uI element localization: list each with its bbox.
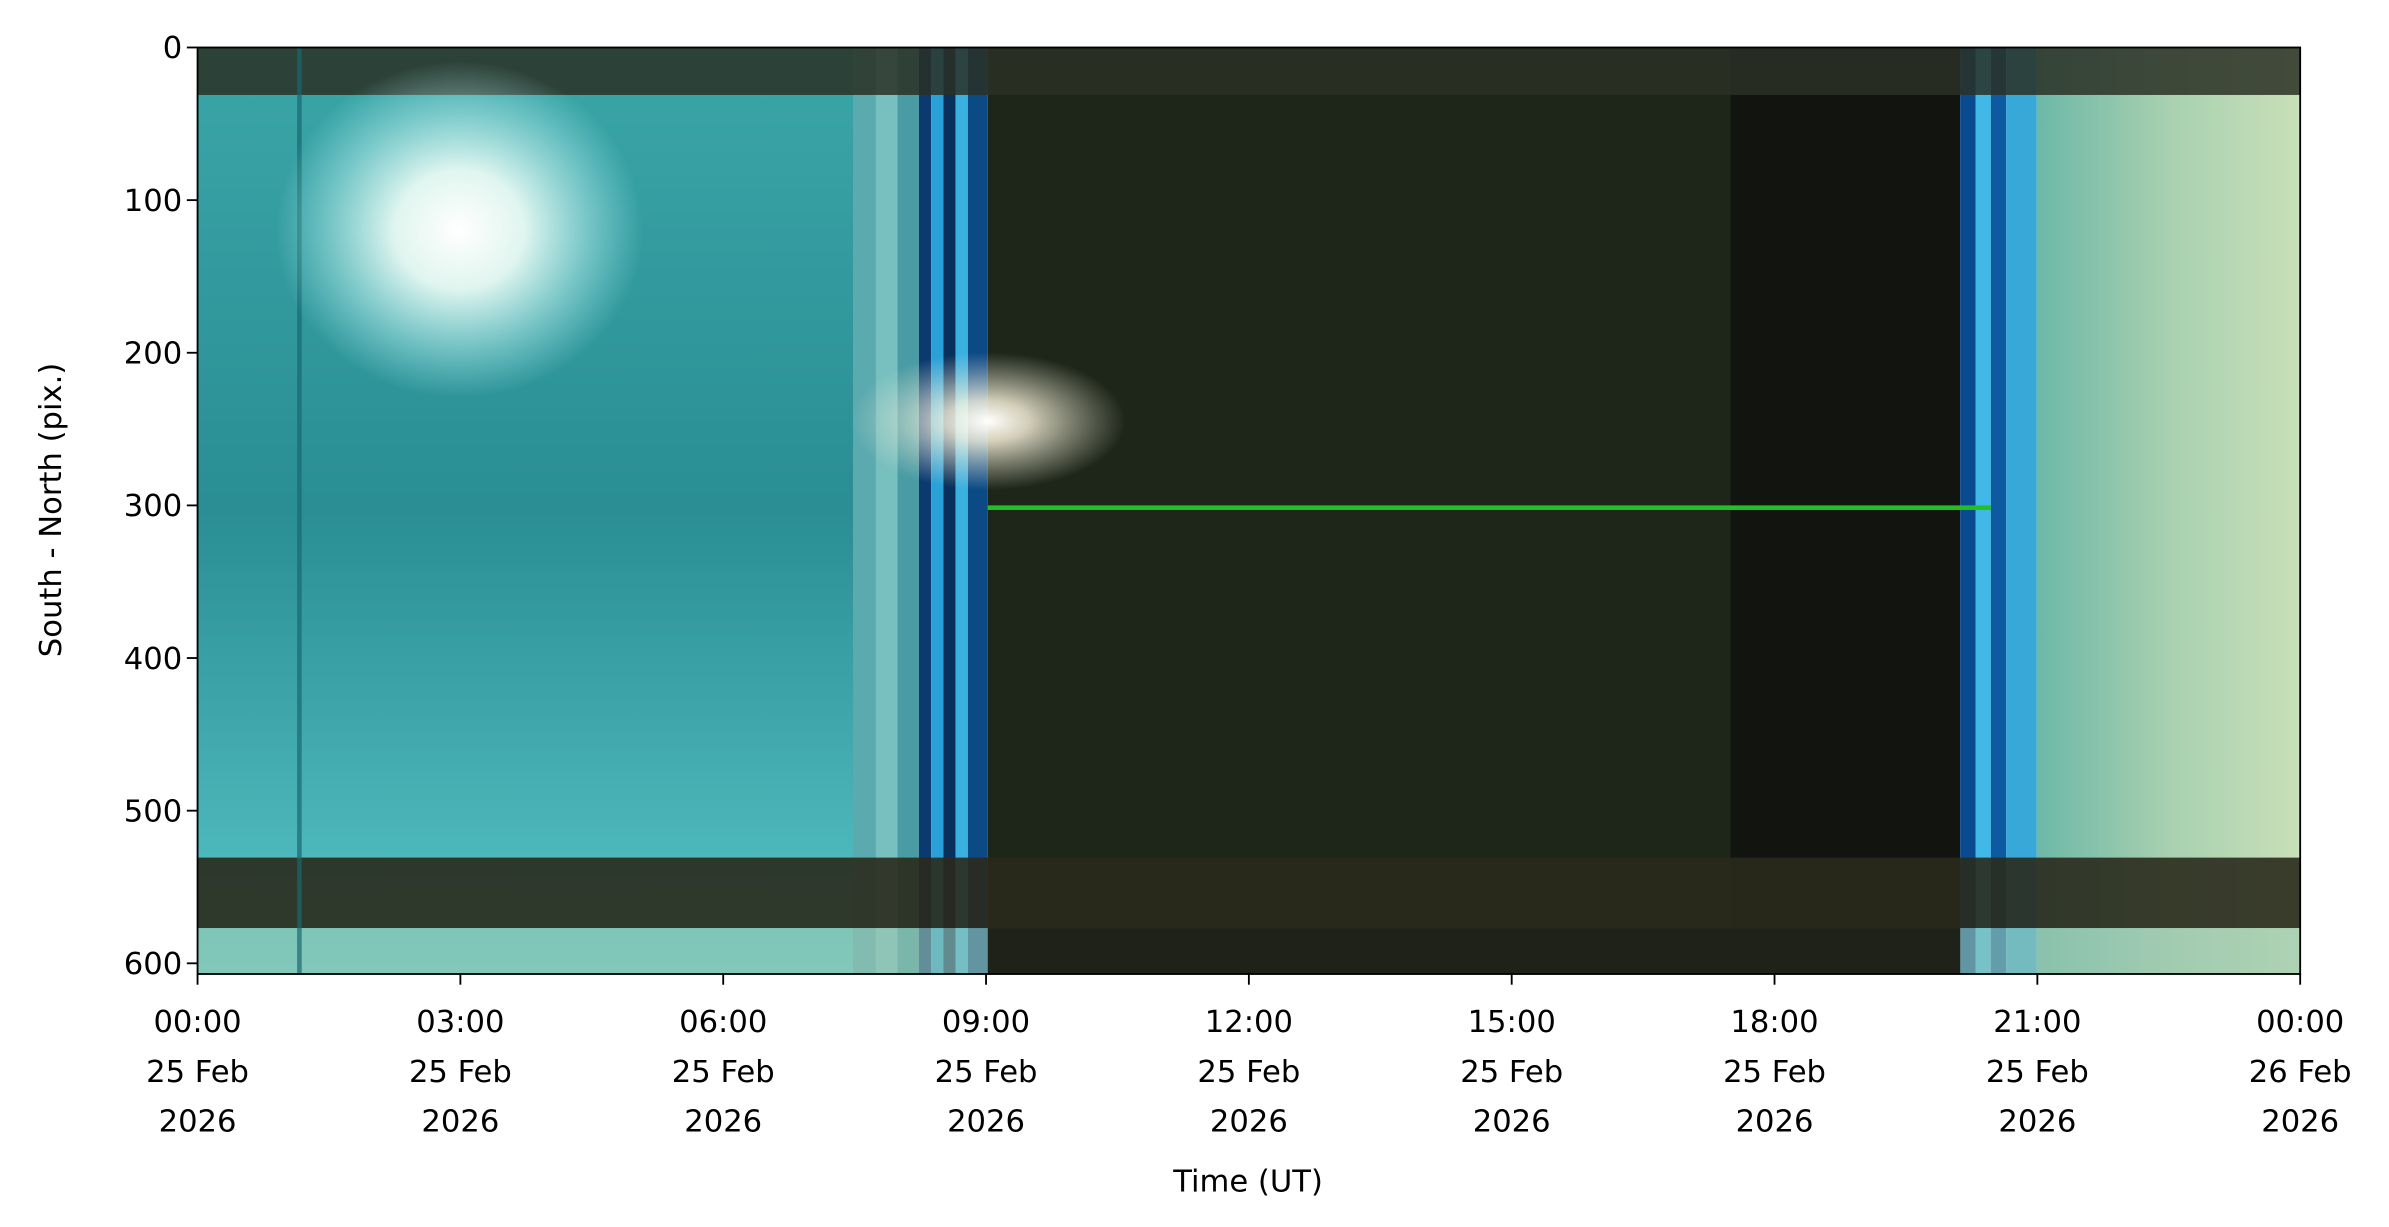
- x-tick-label-line: 2026: [1736, 1105, 1814, 1140]
- x-tick-label: 03:00 25 Feb 2026: [409, 1005, 512, 1140]
- y-tick-label: 300: [124, 489, 182, 524]
- y-tick-label: 200: [124, 336, 182, 371]
- x-tick-label-line: 09:00: [942, 1005, 1030, 1040]
- x-tick-label: 00:00 26 Feb 2026: [2249, 1005, 2352, 1140]
- x-tick-label-line: 00:00: [2256, 1005, 2344, 1040]
- y-tick-label: 600: [124, 947, 182, 982]
- x-tick-label-line: 12:00: [1205, 1005, 1293, 1040]
- x-tick-label-line: 2026: [1473, 1105, 1551, 1140]
- x-tick-label-line: 25 Feb: [1986, 1055, 2089, 1090]
- x-tick-label-line: 2026: [2261, 1105, 2339, 1140]
- x-tick-label-line: 2026: [1210, 1105, 1288, 1140]
- x-tick-label-line: 2026: [947, 1105, 1025, 1140]
- x-tick-label: 09:00 25 Feb 2026: [935, 1005, 1038, 1140]
- x-tick-label-line: 2026: [684, 1105, 762, 1140]
- x-tick-label-line: 18:00: [1730, 1005, 1818, 1040]
- x-tick-label-line: 2026: [421, 1105, 499, 1140]
- keogram-image: [197, 47, 2301, 974]
- x-tick-label-line: 21:00: [1993, 1005, 2081, 1040]
- x-tick-label: 21:00 25 Feb 2026: [1986, 1005, 2089, 1140]
- x-tick-label-line: 25 Feb: [1460, 1055, 1563, 1090]
- x-tick-label-line: 2026: [1998, 1105, 2076, 1140]
- x-tick-label: 12:00 25 Feb 2026: [1197, 1005, 1300, 1140]
- y-axis-label: South - North (pix.): [34, 363, 69, 657]
- y-tick-label: 400: [124, 642, 182, 677]
- x-tick-label-line: 25 Feb: [672, 1055, 775, 1090]
- x-tick-label-line: 15:00: [1468, 1005, 1556, 1040]
- x-axis-label: Time (UT): [1172, 1164, 1323, 1199]
- x-tick-label: 18:00 25 Feb 2026: [1723, 1005, 1826, 1140]
- x-tick-label: 00:00 25 Feb 2026: [146, 1005, 249, 1140]
- x-tick-label-line: 25 Feb: [1197, 1055, 1300, 1090]
- x-tick-label-line: 25 Feb: [409, 1055, 512, 1090]
- y-tick-label: 500: [124, 794, 182, 829]
- x-tick-label: 15:00 25 Feb 2026: [1460, 1005, 1563, 1140]
- x-tick-label: 06:00 25 Feb 2026: [672, 1005, 775, 1140]
- axes: 0 100 200 300 400 500 600 00:00 25 Feb 2026 03:00 2…: [124, 31, 2352, 1140]
- x-tick-label-line: 25 Feb: [1723, 1055, 1826, 1090]
- x-tick-label-line: 06:00: [679, 1005, 767, 1040]
- y-tick-label: 100: [124, 184, 182, 219]
- x-tick-label-line: 26 Feb: [2249, 1055, 2352, 1090]
- y-tick-label: 0: [163, 31, 182, 66]
- x-tick-label-line: 25 Feb: [935, 1055, 1038, 1090]
- x-tick-label-line: 00:00: [153, 1005, 241, 1040]
- x-tick-label-line: 2026: [159, 1105, 237, 1140]
- x-tick-label-line: 25 Feb: [146, 1055, 249, 1090]
- x-tick-label-line: 03:00: [416, 1005, 504, 1040]
